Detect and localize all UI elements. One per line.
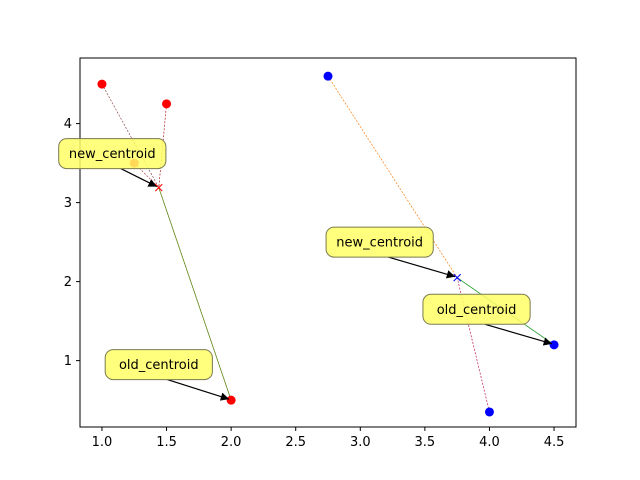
x-tick-label: 2.5 [285, 435, 306, 450]
y-tick-label: 3 [64, 196, 72, 211]
x-tick-label: 3.0 [350, 435, 371, 450]
annotation-label: old_centroid [119, 358, 199, 373]
x-tick-label: 4.0 [479, 435, 500, 450]
annotation: old_centroid [422, 293, 553, 346]
annotation-box [104, 349, 213, 381]
annotation: new_centroid [58, 138, 167, 188]
annotations: new_centroid old_centroid new_centroid old_… [58, 138, 553, 401]
y-tick-label: 2 [64, 275, 72, 290]
annotation-arrow [388, 256, 456, 279]
x-tick-label: 2.0 [221, 435, 242, 450]
x-tick-label: 1.5 [156, 435, 177, 450]
annotation-label: new_centroid [336, 236, 423, 251]
data-point [226, 395, 236, 405]
data-point [97, 79, 107, 89]
new-centroid-stroke [453, 273, 462, 282]
annotation-arrow [484, 323, 553, 346]
annotation-arrow [120, 168, 158, 188]
new-centroid-stroke [154, 183, 163, 192]
annotation-arrow [167, 379, 230, 401]
centroid-link [327, 75, 458, 278]
x-tick-label: 1.0 [92, 435, 113, 450]
y-tick-label: 1 [64, 354, 72, 369]
annotation: new_centroid [325, 226, 456, 279]
annotation-label: new_centroid [69, 147, 156, 162]
annotation-box [422, 293, 531, 325]
x-axis: 1.0 1.5 2.0 2.5 3.0 3.5 4.0 4.5 [92, 427, 565, 450]
data-point [323, 71, 333, 81]
x-tick-label: 3.5 [415, 435, 436, 450]
annotation-box [58, 138, 167, 170]
annotation-box [325, 226, 434, 258]
y-axis: 1 2 3 4 [64, 117, 80, 369]
annotation: old_centroid [104, 349, 230, 401]
x-tick-label: 4.5 [544, 435, 565, 450]
annotation-label: old_centroid [437, 303, 517, 318]
y-tick-label: 4 [64, 117, 72, 132]
centroid-link [101, 83, 160, 188]
centroid-shift-line [158, 187, 232, 401]
data-point [549, 340, 559, 350]
data-point [484, 407, 494, 417]
data-point [162, 99, 172, 109]
